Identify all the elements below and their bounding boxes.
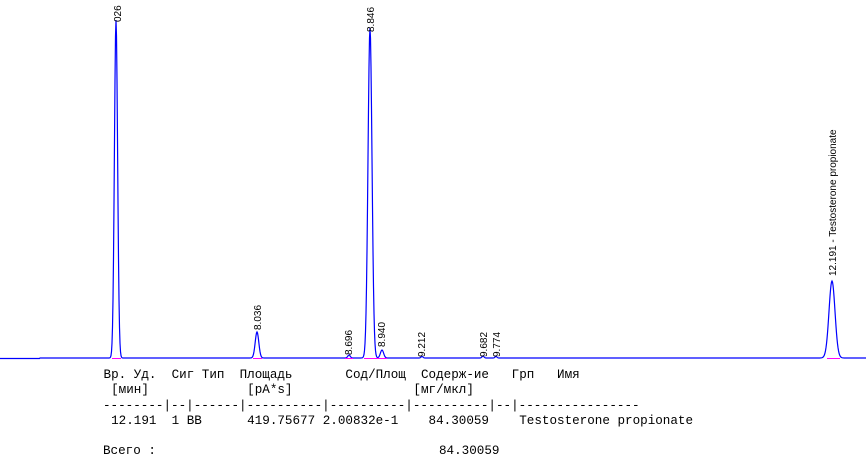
peak-labels: 026 8.036 8.696 8.846 8.940 9.212 9.682 9.774 12… [113,5,839,357]
peak-label: 8.940 [377,322,388,347]
peak-label: 12.191 - Testosterone propionate [828,129,839,276]
header-line: [мин] [pA*s] [мг/мкл] [96,383,474,397]
peak-label: 8.696 [344,330,355,355]
chromatogram: 026 8.036 8.696 8.846 8.940 9.212 9.682 9.774 12… [0,5,866,360]
peak-label: 8.846 [366,7,377,32]
peak-label: 026 [113,5,124,22]
result-row: 12.191 1 BB 419.75677 2.00832e-1 84.3005… [96,414,694,428]
peak-label: 9.774 [492,332,503,357]
peak-label: 9.212 [417,332,428,357]
header-line: Вр. Уд. Сиг Тип Площадь Сод/Площ Содерж-… [96,368,580,382]
total-value: 84.30059 [439,444,500,458]
peak-label: 8.036 [253,305,264,330]
total-label: Всего : [103,444,156,458]
peak-label: 9.682 [479,332,490,357]
signal-trace [0,19,866,360]
separator: --------|--|------|----------|----------… [103,399,640,413]
